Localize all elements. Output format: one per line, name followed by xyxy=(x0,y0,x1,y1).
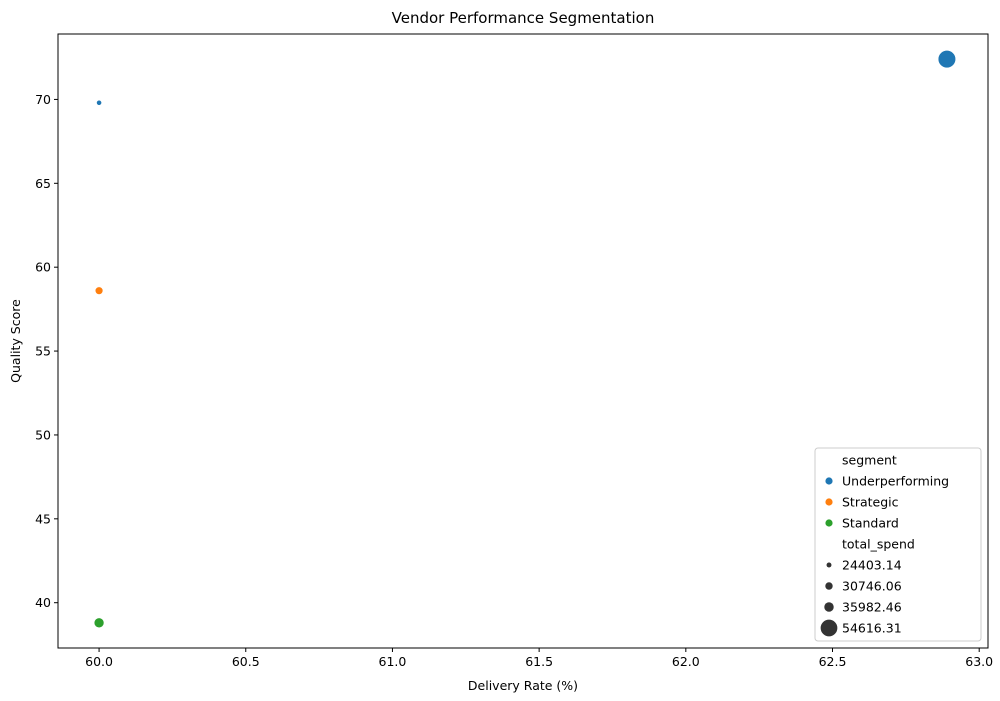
legend-size-label: 30746.06 xyxy=(842,579,902,594)
y-tick-label: 45 xyxy=(35,511,51,526)
data-point-standard xyxy=(94,618,104,628)
legend: segment Underperforming Strategic Standard t… xyxy=(815,448,981,641)
x-tick-label: 62.5 xyxy=(819,654,847,669)
y-tick-label: 60 xyxy=(35,260,51,275)
legend-label-strategic: Strategic xyxy=(842,495,899,510)
x-tick-label: 63.0 xyxy=(965,654,993,669)
y-tick-label: 55 xyxy=(35,344,51,359)
legend-size-marker xyxy=(827,563,832,568)
y-tick-label: 40 xyxy=(35,595,51,610)
x-tick-label: 61.0 xyxy=(379,654,407,669)
legend-marker-standard xyxy=(825,519,832,526)
legend-size-marker xyxy=(825,582,832,589)
chart-title: Vendor Performance Segmentation xyxy=(392,9,655,27)
legend-title-segment: segment xyxy=(842,453,897,468)
legend-label-standard: Standard xyxy=(842,516,899,531)
y-tick-label: 65 xyxy=(35,176,51,191)
legend-size-marker xyxy=(821,620,838,637)
x-axis: 60.0 60.5 61.0 61.5 62.0 62.5 63.0 xyxy=(85,648,993,669)
data-point-strategic xyxy=(95,287,103,295)
y-tick-label: 50 xyxy=(35,427,51,442)
legend-size-label: 24403.14 xyxy=(842,558,902,573)
x-tick-label: 60.5 xyxy=(232,654,260,669)
legend-title-total-spend: total_spend xyxy=(842,537,915,552)
legend-size-label: 35982.46 xyxy=(842,600,902,615)
y-axis: 40 45 50 55 60 65 70 xyxy=(35,92,58,610)
x-tick-label: 62.0 xyxy=(672,654,700,669)
x-tick-label: 60.0 xyxy=(85,654,113,669)
y-tick-label: 70 xyxy=(35,92,51,107)
data-point-underperforming xyxy=(96,100,101,105)
x-axis-label: Delivery Rate (%) xyxy=(468,678,578,693)
legend-label-underperforming: Underperforming xyxy=(842,474,949,489)
legend-marker-underperforming xyxy=(825,477,832,484)
data-point-underperforming xyxy=(938,50,956,68)
legend-size-marker xyxy=(824,602,833,611)
y-axis-label: Quality Score xyxy=(8,299,23,383)
legend-marker-strategic xyxy=(825,498,832,505)
legend-size-label: 54616.31 xyxy=(842,621,902,636)
x-tick-label: 61.5 xyxy=(525,654,553,669)
